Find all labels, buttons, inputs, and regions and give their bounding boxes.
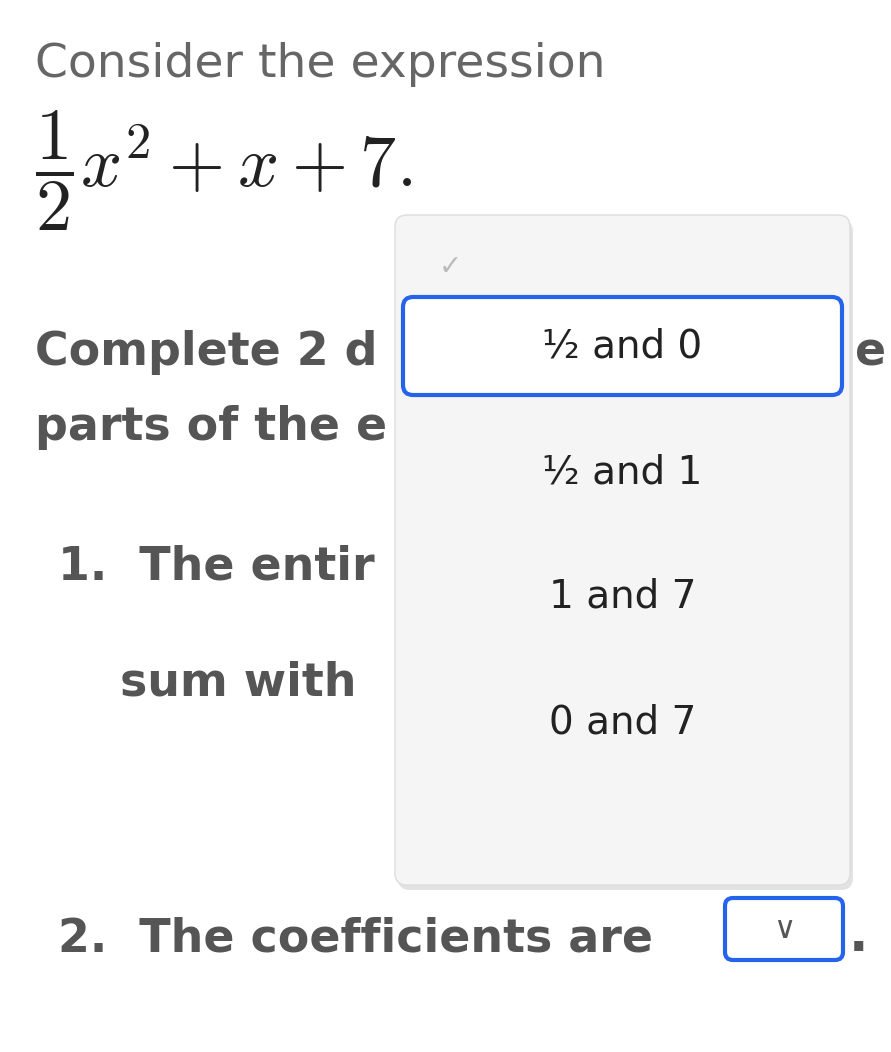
Text: ½ and 1: ½ and 1	[543, 453, 703, 491]
Text: 1 and 7: 1 and 7	[549, 578, 696, 616]
Text: 2.  The coefficients are: 2. The coefficients are	[58, 916, 653, 960]
Text: ✓: ✓	[438, 252, 462, 281]
Text: Consider the expression: Consider the expression	[35, 42, 606, 87]
Text: ½ and 0: ½ and 0	[543, 327, 703, 365]
Text: 0 and 7: 0 and 7	[549, 703, 696, 741]
Text: 1.  The entir: 1. The entir	[58, 545, 374, 590]
FancyBboxPatch shape	[395, 215, 850, 885]
Text: e: e	[855, 330, 887, 375]
Text: ∨: ∨	[772, 914, 795, 944]
FancyBboxPatch shape	[398, 220, 853, 890]
FancyBboxPatch shape	[403, 297, 842, 394]
Text: .: .	[849, 912, 869, 962]
Text: parts of the e: parts of the e	[35, 405, 387, 450]
Text: Complete 2 d: Complete 2 d	[35, 330, 378, 375]
Text: sum with: sum with	[120, 660, 356, 705]
FancyBboxPatch shape	[725, 898, 843, 960]
Text: $\dfrac{1}{2}x^2 + x + 7.$: $\dfrac{1}{2}x^2 + x + 7.$	[35, 108, 413, 232]
